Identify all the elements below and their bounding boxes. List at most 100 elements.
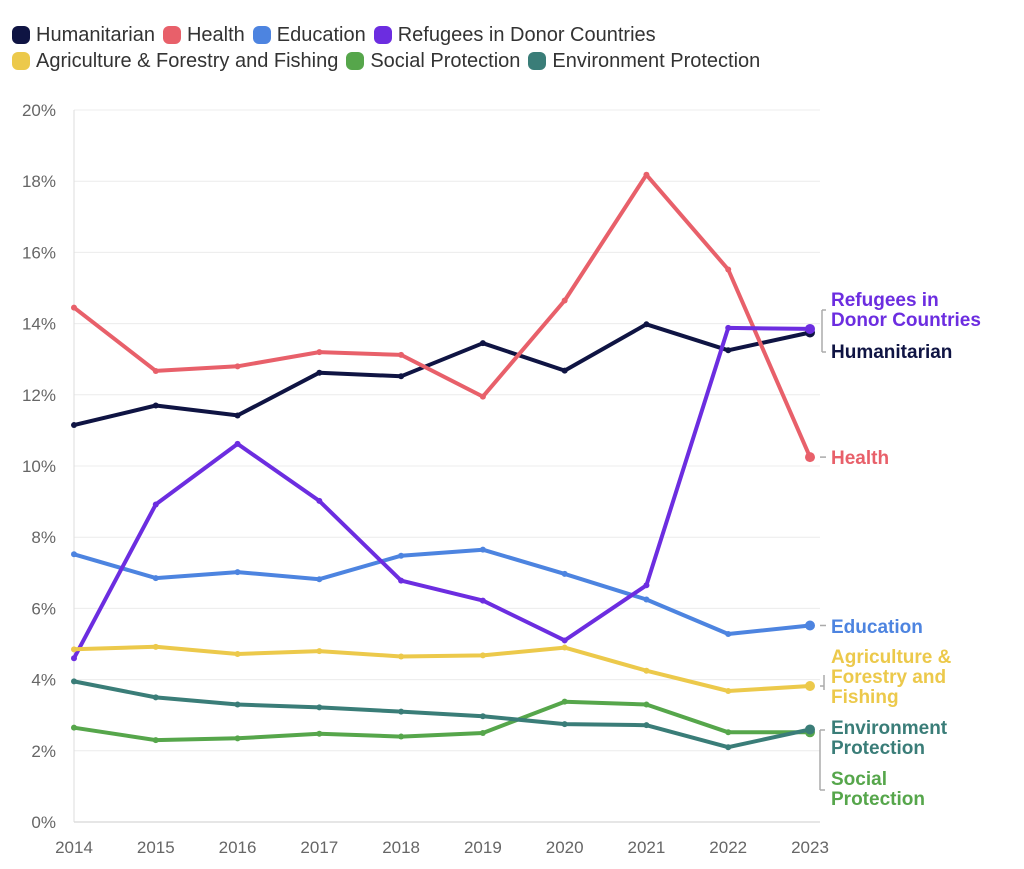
data-point[interactable] bbox=[152, 501, 159, 508]
data-point[interactable] bbox=[71, 678, 77, 685]
data-point[interactable] bbox=[316, 349, 323, 356]
data-point[interactable] bbox=[805, 323, 815, 334]
data-point[interactable] bbox=[398, 733, 405, 740]
data-point[interactable] bbox=[805, 452, 815, 463]
legend-swatch-refugees bbox=[373, 26, 392, 44]
data-point[interactable] bbox=[71, 724, 77, 731]
data-point[interactable] bbox=[725, 687, 732, 694]
series-line[interactable] bbox=[72, 172, 812, 460]
series-line[interactable] bbox=[72, 679, 812, 750]
data-point[interactable] bbox=[561, 721, 568, 728]
data-point[interactable] bbox=[561, 644, 568, 651]
data-point[interactable] bbox=[71, 304, 77, 311]
data-point[interactable] bbox=[234, 650, 241, 657]
data-point[interactable] bbox=[316, 369, 323, 376]
data-point[interactable] bbox=[316, 576, 323, 583]
data-point[interactable] bbox=[725, 744, 732, 751]
data-point[interactable] bbox=[152, 367, 159, 374]
series-line[interactable] bbox=[72, 325, 812, 661]
data-point[interactable] bbox=[643, 596, 650, 603]
legend-item-agriculture[interactable]: Agriculture & Forestry and Fishing bbox=[12, 50, 338, 73]
data-point[interactable] bbox=[152, 643, 159, 650]
y-tick-label: 0% bbox=[31, 813, 56, 832]
end-label-line: Environment bbox=[831, 718, 948, 739]
data-point[interactable] bbox=[805, 681, 815, 692]
legend-item-education[interactable]: Education bbox=[252, 24, 366, 47]
data-point[interactable] bbox=[234, 701, 241, 708]
data-point[interactable] bbox=[643, 582, 650, 589]
data-point[interactable] bbox=[643, 701, 650, 708]
data-point[interactable] bbox=[725, 347, 732, 354]
series-line[interactable] bbox=[72, 644, 812, 693]
y-tick-label: 2% bbox=[31, 742, 56, 761]
data-point[interactable] bbox=[234, 412, 241, 419]
data-point[interactable] bbox=[643, 722, 650, 729]
data-point[interactable] bbox=[234, 735, 241, 742]
data-point[interactable] bbox=[643, 171, 650, 178]
data-point[interactable] bbox=[479, 652, 486, 659]
data-point[interactable] bbox=[479, 713, 486, 720]
data-point[interactable] bbox=[561, 698, 568, 705]
data-point[interactable] bbox=[234, 363, 241, 370]
legend-label-health: Health bbox=[186, 23, 245, 46]
data-point[interactable] bbox=[479, 546, 486, 553]
data-point[interactable] bbox=[398, 577, 405, 584]
data-point[interactable] bbox=[234, 440, 241, 447]
series-line[interactable] bbox=[72, 322, 812, 428]
data-point[interactable] bbox=[643, 667, 650, 674]
data-point[interactable] bbox=[398, 708, 405, 715]
legend-item-refugees[interactable]: Refugees in Donor Countries bbox=[373, 24, 656, 47]
data-point[interactable] bbox=[561, 570, 568, 577]
series-line[interactable] bbox=[72, 699, 812, 743]
data-point[interactable] bbox=[805, 724, 815, 735]
data-point[interactable] bbox=[643, 321, 650, 328]
legend: Humanitarian Health Education Refugees i… bbox=[12, 22, 1012, 74]
data-point[interactable] bbox=[479, 340, 486, 347]
data-point[interactable] bbox=[725, 631, 732, 638]
data-point[interactable] bbox=[152, 694, 159, 701]
data-point[interactable] bbox=[152, 402, 159, 409]
data-point[interactable] bbox=[152, 575, 159, 582]
end-label: Social Protection bbox=[831, 769, 925, 810]
data-point[interactable] bbox=[725, 324, 732, 331]
legend-label-agriculture: Agriculture & Forestry and Fishing bbox=[36, 49, 339, 72]
end-label-line: Fishing bbox=[831, 687, 899, 708]
y-tick-label: 8% bbox=[31, 528, 56, 547]
y-tick-label: 20% bbox=[22, 101, 56, 120]
y-tick-label: 10% bbox=[22, 457, 56, 476]
end-label-line: Education bbox=[831, 617, 923, 638]
data-point[interactable] bbox=[71, 646, 77, 653]
x-tick-label: 2023 bbox=[791, 838, 829, 857]
data-point[interactable] bbox=[71, 655, 77, 662]
data-point[interactable] bbox=[561, 367, 568, 374]
data-point[interactable] bbox=[398, 351, 405, 358]
data-point[interactable] bbox=[725, 729, 732, 736]
data-point[interactable] bbox=[561, 637, 568, 644]
legend-swatch-education bbox=[252, 26, 271, 44]
legend-item-social-protection[interactable]: Social Protection bbox=[346, 50, 520, 73]
data-point[interactable] bbox=[316, 704, 323, 711]
data-point[interactable] bbox=[561, 297, 568, 304]
data-point[interactable] bbox=[479, 730, 486, 736]
data-point[interactable] bbox=[479, 597, 486, 604]
data-point[interactable] bbox=[234, 569, 241, 576]
legend-swatch-environment-protection bbox=[528, 52, 547, 70]
legend-item-environment-protection[interactable]: Environment Protection bbox=[528, 50, 760, 73]
data-point[interactable] bbox=[805, 620, 815, 631]
data-point[interactable] bbox=[316, 497, 323, 504]
data-point[interactable] bbox=[71, 422, 77, 429]
data-point[interactable] bbox=[316, 730, 323, 737]
series-line[interactable] bbox=[72, 547, 812, 636]
data-point[interactable] bbox=[479, 393, 486, 400]
data-point[interactable] bbox=[316, 648, 323, 655]
data-point[interactable] bbox=[71, 551, 77, 558]
data-point[interactable] bbox=[398, 653, 405, 660]
data-point[interactable] bbox=[725, 266, 732, 273]
legend-item-humanitarian[interactable]: Humanitarian bbox=[12, 24, 155, 47]
y-tick-label: 12% bbox=[22, 386, 56, 405]
data-point[interactable] bbox=[152, 737, 159, 744]
data-point[interactable] bbox=[398, 552, 405, 559]
data-point[interactable] bbox=[398, 373, 405, 380]
legend-item-health[interactable]: Health bbox=[162, 23, 245, 47]
